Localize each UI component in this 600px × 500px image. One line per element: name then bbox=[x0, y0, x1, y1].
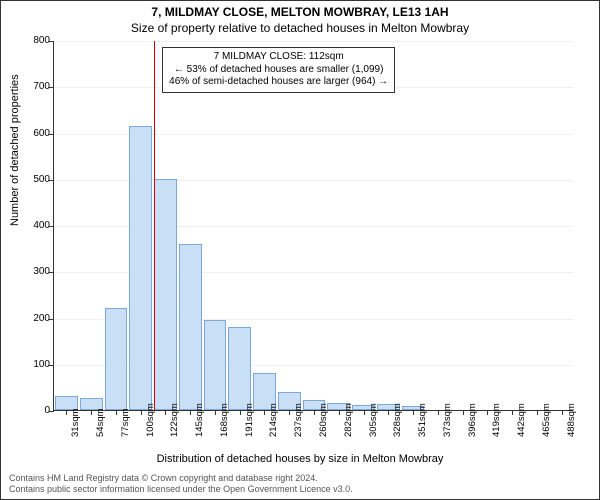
x-tick-mark bbox=[91, 410, 92, 415]
x-tick-mark bbox=[413, 410, 414, 415]
x-tick-label: 122sqm bbox=[169, 403, 180, 437]
x-tick-label: 488sqm bbox=[566, 403, 577, 437]
x-tick-mark bbox=[537, 410, 538, 415]
y-tick-label: 700 bbox=[22, 81, 50, 92]
x-tick-mark bbox=[141, 410, 142, 415]
marker-line bbox=[154, 41, 155, 410]
x-tick-mark bbox=[165, 410, 166, 415]
x-tick-label: 31sqm bbox=[70, 408, 81, 437]
y-tick-label: 100 bbox=[22, 359, 50, 370]
chart-container: 7, MILDMAY CLOSE, MELTON MOWBRAY, LE13 1… bbox=[0, 0, 600, 500]
x-tick-mark bbox=[512, 410, 513, 415]
x-tick-mark bbox=[66, 410, 67, 415]
callout-line1: 7 MILDMAY CLOSE: 112sqm bbox=[169, 51, 388, 64]
y-tick-label: 200 bbox=[22, 313, 50, 324]
y-tick-label: 500 bbox=[22, 174, 50, 185]
x-tick-label: 305sqm bbox=[368, 403, 379, 437]
x-tick-label: 442sqm bbox=[516, 403, 527, 437]
footer-line2: Contains public sector information licen… bbox=[9, 484, 353, 495]
y-tick-label: 0 bbox=[22, 405, 50, 416]
x-tick-label: 214sqm bbox=[268, 403, 279, 437]
y-tick-label: 800 bbox=[22, 35, 50, 46]
y-axis-label: Number of detached properties bbox=[9, 74, 21, 226]
page-title-line1: 7, MILDMAY CLOSE, MELTON MOWBRAY, LE13 1… bbox=[1, 5, 599, 19]
bar bbox=[129, 126, 152, 410]
x-tick-mark bbox=[364, 410, 365, 415]
bar bbox=[179, 244, 202, 411]
x-tick-mark bbox=[116, 410, 117, 415]
x-tick-label: 419sqm bbox=[491, 403, 502, 437]
bar bbox=[204, 320, 227, 410]
callout-line2: ← 53% of detached houses are smaller (1,… bbox=[169, 64, 388, 77]
x-tick-label: 396sqm bbox=[467, 403, 478, 437]
footer-line1: Contains HM Land Registry data © Crown c… bbox=[9, 473, 353, 484]
bar bbox=[154, 179, 177, 410]
y-tick-label: 600 bbox=[22, 128, 50, 139]
x-tick-label: 282sqm bbox=[343, 403, 354, 437]
x-tick-mark bbox=[314, 410, 315, 415]
bar bbox=[228, 327, 251, 410]
y-tick-label: 300 bbox=[22, 266, 50, 277]
callout-line3: 46% of semi-detached houses are larger (… bbox=[169, 76, 388, 89]
x-axis-label: Distribution of detached houses by size … bbox=[1, 453, 599, 465]
x-tick-label: 260sqm bbox=[318, 403, 329, 437]
x-tick-mark bbox=[339, 410, 340, 415]
x-tick-mark bbox=[240, 410, 241, 415]
x-tick-label: 168sqm bbox=[219, 403, 230, 437]
y-tick-label: 400 bbox=[22, 220, 50, 231]
x-tick-mark bbox=[264, 410, 265, 415]
x-tick-label: 328sqm bbox=[392, 403, 403, 437]
x-tick-label: 145sqm bbox=[194, 403, 205, 437]
x-tick-mark bbox=[215, 410, 216, 415]
x-tick-mark bbox=[463, 410, 464, 415]
plot-area: 010020030040050060070080031sqm54sqm77sqm… bbox=[53, 41, 573, 411]
x-tick-label: 465sqm bbox=[541, 403, 552, 437]
x-tick-label: 373sqm bbox=[442, 403, 453, 437]
x-tick-mark bbox=[438, 410, 439, 415]
bar bbox=[105, 308, 128, 410]
x-tick-mark bbox=[190, 410, 191, 415]
footer-attribution: Contains HM Land Registry data © Crown c… bbox=[9, 473, 353, 495]
callout-box: 7 MILDMAY CLOSE: 112sqm← 53% of detached… bbox=[162, 47, 395, 93]
x-tick-label: 351sqm bbox=[417, 403, 428, 437]
x-tick-mark bbox=[289, 410, 290, 415]
x-tick-mark bbox=[562, 410, 563, 415]
x-tick-mark bbox=[388, 410, 389, 415]
x-tick-label: 237sqm bbox=[293, 403, 304, 437]
page-title-line2: Size of property relative to detached ho… bbox=[1, 21, 599, 35]
x-tick-label: 77sqm bbox=[120, 408, 131, 437]
x-tick-label: 191sqm bbox=[244, 403, 255, 437]
x-tick-label: 54sqm bbox=[95, 408, 106, 437]
x-tick-mark bbox=[487, 410, 488, 415]
grid-line bbox=[54, 41, 573, 42]
